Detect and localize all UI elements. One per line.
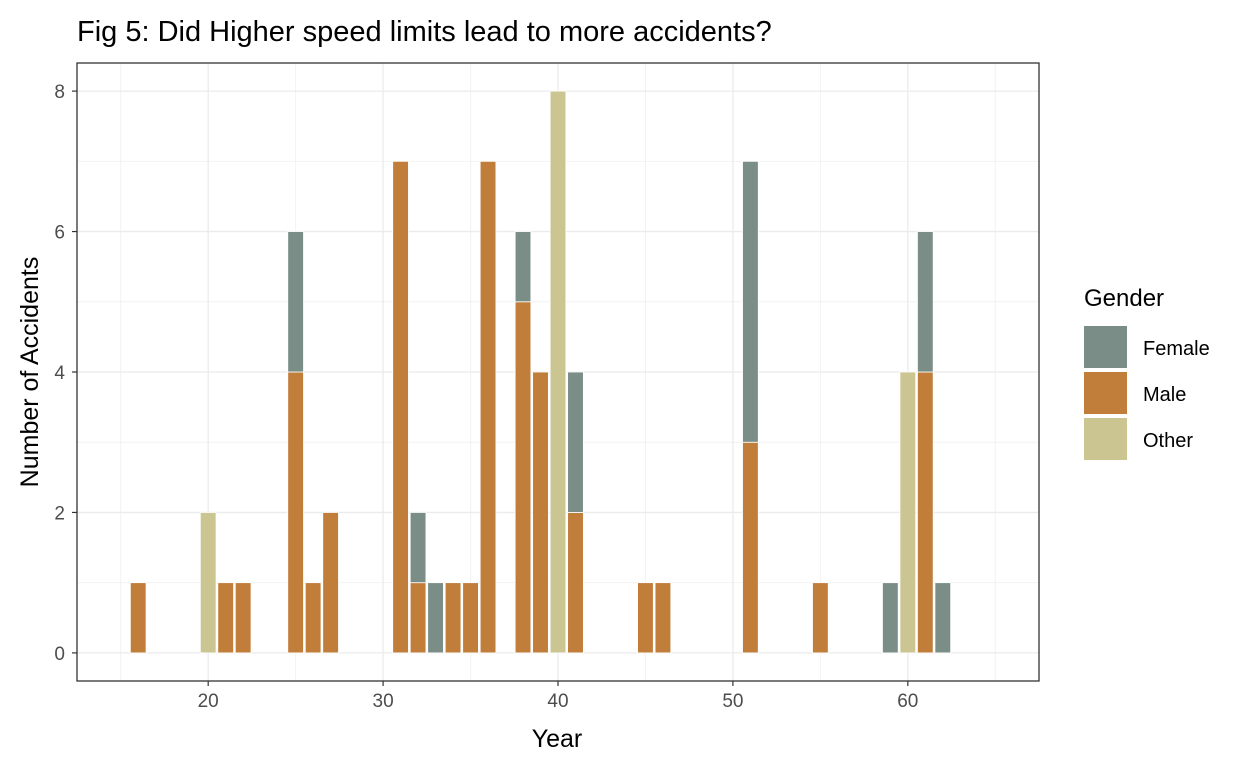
bar-other-40: [549, 90, 567, 654]
bar-female-51: [742, 160, 759, 443]
legend-title: Gender: [1084, 285, 1164, 312]
chart-title: Fig 5: Did Higher speed limits lead to m…: [77, 16, 772, 48]
bar-male-21: [217, 582, 234, 654]
bar-female-59: [882, 582, 899, 654]
x-tick-label: 30: [373, 691, 394, 712]
bar-male-36: [479, 160, 497, 654]
bar-male-51: [742, 441, 759, 654]
legend-swatch-male: [1084, 372, 1127, 414]
y-axis-title: Number of Accidents: [16, 257, 44, 488]
bar-male-35: [462, 582, 479, 654]
x-tick-label: 60: [897, 691, 918, 712]
x-tick-label: 50: [722, 691, 743, 712]
bar-male-39: [532, 371, 549, 654]
bar-male-32: [409, 582, 427, 654]
x-axis-ticks: 20 30 40 50 60: [198, 681, 918, 712]
bar-male-41: [567, 512, 584, 654]
bar-male-38: [514, 301, 532, 654]
bar-female-38: [514, 231, 532, 303]
legend-swatch-female: [1084, 326, 1127, 368]
bar-male-22: [234, 582, 252, 654]
bar-female-33: [427, 582, 444, 654]
y-axis-ticks: 0 2 4 6 8: [54, 82, 77, 665]
legend: Gender Female Male Other: [1084, 285, 1210, 460]
bar-female-41: [567, 371, 584, 513]
y-tick-label: 2: [54, 503, 65, 524]
bar-male-55: [812, 582, 829, 654]
bar-other-60: [899, 371, 917, 654]
bar-female-62: [934, 582, 952, 654]
legend-swatch-other: [1084, 418, 1127, 460]
bar-male-46: [654, 582, 672, 654]
x-axis-title: Year: [532, 725, 583, 753]
bar-other-20: [199, 512, 217, 654]
x-tick-label: 40: [547, 691, 568, 712]
bar-male-25: [287, 371, 304, 654]
legend-label-other: Other: [1143, 430, 1193, 452]
legend-label-male: Male: [1143, 384, 1186, 406]
bar-female-61: [917, 231, 934, 373]
bar-male-45: [637, 582, 654, 654]
y-tick-label: 6: [54, 223, 65, 244]
bar-male-27: [322, 512, 339, 654]
y-tick-label: 4: [54, 363, 65, 384]
bar-male-61: [917, 371, 934, 654]
bar-male-26: [304, 582, 322, 654]
y-tick-label: 0: [54, 644, 65, 665]
x-tick-label: 20: [198, 691, 219, 712]
y-tick-label: 8: [54, 82, 65, 103]
bar-male-31: [392, 160, 409, 654]
bars: [129, 90, 952, 654]
bar-female-25: [287, 231, 304, 373]
bar-male-34: [444, 582, 462, 654]
bar-female-32: [409, 512, 427, 584]
bar-male-16: [129, 582, 147, 654]
legend-label-female: Female: [1143, 338, 1210, 360]
